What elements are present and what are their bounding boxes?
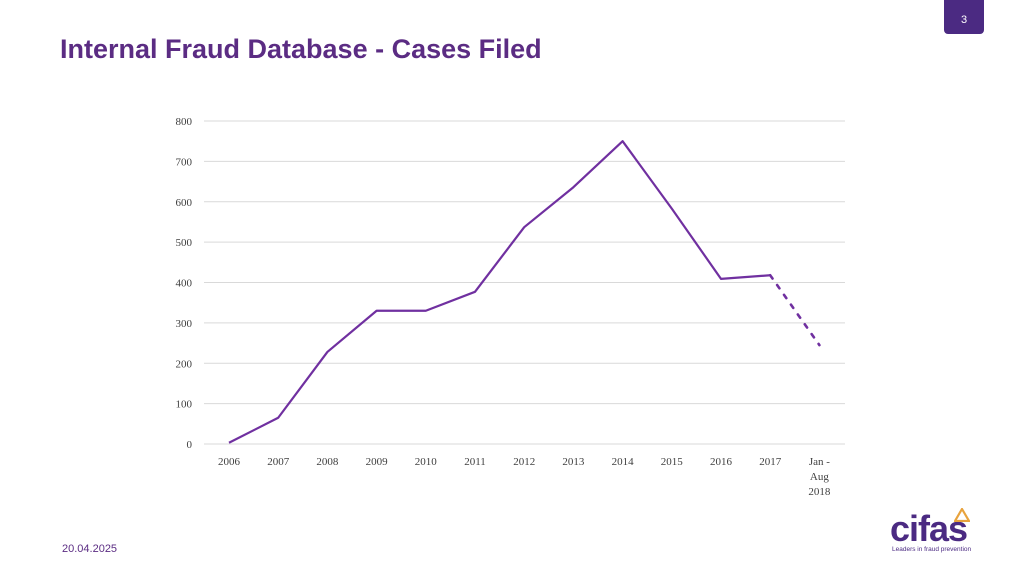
x-tick-label: 2014 [612,456,635,468]
x-tick-label: 2015 [661,456,684,468]
series-line [228,140,771,444]
page-number-badge: 3 [944,0,984,34]
x-tick-label: 2016 [710,456,733,468]
y-tick-label: 700 [176,156,193,168]
logo-wordmark: cifas [890,508,968,549]
x-tick-label: Jan -Aug 2018 [808,456,831,498]
x-axis-ticks: 2006 2007 2008 2009 2010 2011 2012 2013 2014 2015… [218,456,831,498]
y-tick-label: 100 [176,399,193,411]
x-tick-label: 2008 [316,456,339,468]
logo-tagline: Leaders in fraud prevention [892,546,972,553]
x-tick-label: 2010 [415,456,438,468]
x-tick-label: 2006 [218,456,241,468]
y-tick-label: 800 [176,116,193,128]
x-tick-label: 2012 [513,456,535,468]
logo-triangle-icon [954,508,970,522]
series-layer [228,140,821,444]
y-tick-label: 400 [176,278,193,290]
x-tick-label: 2009 [366,456,389,468]
y-tick-label: 500 [176,237,193,249]
slide-title: Internal Fraud Database - Cases Filed [60,34,542,64]
y-tick-label: 300 [176,318,193,330]
x-tick-label: 2007 [267,456,290,468]
gridlines [204,120,845,445]
x-tick-label: 2011 [464,456,486,468]
footer-date: 20.04.2025 [62,543,118,555]
x-tick-label: 2013 [562,456,585,468]
cifas-logo: cifas Leaders in fraud prevention [888,508,992,560]
y-tick-label: 0 [187,439,193,451]
page-number: 3 [960,14,968,26]
series-projection-segment [768,273,821,347]
y-tick-label: 600 [176,197,193,209]
y-tick-label: 200 [176,358,193,370]
y-axis-ticks: 0 100 200 300 400 500 600 700 800 [176,116,193,451]
x-tick-label: 2017 [759,456,782,468]
